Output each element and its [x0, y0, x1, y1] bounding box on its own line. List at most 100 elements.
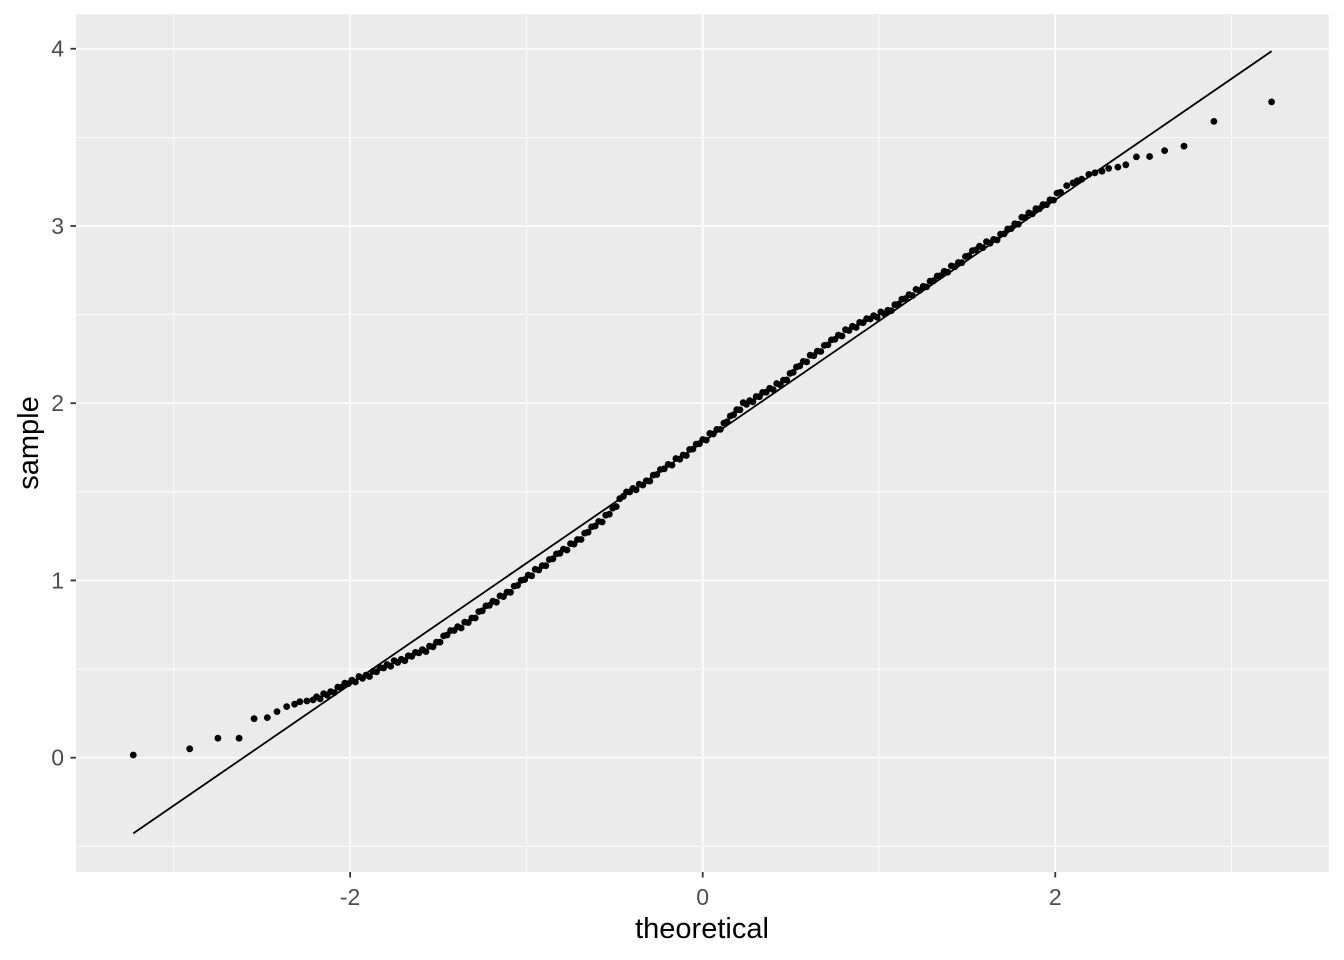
data-point [263, 714, 271, 721]
data-point [493, 598, 500, 606]
data-point [1000, 230, 1008, 238]
data-point [930, 277, 937, 285]
data-point [387, 662, 395, 670]
data-point [605, 510, 613, 518]
data-point [507, 588, 514, 596]
data-point [632, 486, 640, 494]
points-layer [129, 98, 1275, 759]
data-point [965, 252, 973, 260]
data-point [598, 518, 606, 526]
data-point [250, 715, 258, 723]
data-point [273, 708, 281, 715]
data-point [129, 751, 137, 759]
y-axis-title: sample [13, 396, 45, 490]
data-point [570, 540, 578, 548]
data-point [542, 562, 550, 570]
data-point [401, 657, 409, 665]
data-point [457, 624, 465, 632]
data-point [1057, 188, 1064, 196]
data-point [944, 268, 952, 276]
data-point [1050, 196, 1057, 204]
data-point [291, 700, 298, 708]
data-point [1007, 225, 1015, 233]
data-point [810, 352, 818, 360]
data-point [584, 528, 592, 536]
data-point [1078, 175, 1086, 183]
data-point [303, 697, 311, 705]
data-point [1029, 210, 1036, 218]
data-point [464, 619, 472, 626]
data-point [514, 582, 521, 589]
data-point [436, 638, 444, 646]
data-point [993, 236, 1001, 244]
data-point [887, 307, 895, 315]
data-point [528, 572, 536, 580]
data-point [769, 386, 777, 393]
data-point [783, 376, 791, 384]
data-point [283, 703, 291, 710]
data-point [838, 332, 846, 340]
data-point [689, 445, 697, 453]
data-point [979, 244, 987, 252]
data-point [824, 341, 832, 349]
y-tick-label: 1 [51, 567, 64, 593]
data-point [817, 348, 825, 355]
data-point [1014, 220, 1022, 228]
data-point [1161, 147, 1168, 155]
x-tick-label: 0 [696, 884, 709, 910]
data-point [709, 430, 717, 438]
data-point [478, 607, 486, 615]
data-point [186, 745, 194, 753]
data-point [1098, 167, 1106, 175]
data-point [653, 471, 661, 478]
data-point [730, 411, 737, 419]
data-point [852, 324, 860, 331]
data-point [723, 418, 731, 426]
data-point [789, 369, 797, 376]
data-point [366, 673, 373, 680]
data-point [471, 614, 479, 622]
axes-layer: -2 0 2 0 1 2 3 4 [51, 36, 1061, 910]
data-point [1085, 171, 1093, 178]
data-point [702, 436, 710, 444]
data-point [352, 678, 359, 686]
data-point [958, 259, 966, 267]
data-point [1021, 214, 1029, 222]
data-point [577, 536, 585, 543]
data-point [909, 292, 916, 299]
data-point [1091, 169, 1099, 177]
data-point [668, 461, 676, 469]
data-point [1180, 142, 1188, 150]
data-point [803, 358, 811, 366]
y-tick-label: 4 [51, 36, 64, 62]
x-tick-label: 2 [1049, 884, 1062, 910]
data-point [923, 283, 930, 291]
data-point [330, 689, 338, 696]
data-point [1114, 163, 1122, 171]
data-point [895, 300, 902, 308]
data-point [736, 406, 744, 414]
data-point [235, 734, 243, 742]
data-point [429, 643, 437, 651]
data-point [1133, 153, 1140, 161]
data-point [549, 555, 557, 563]
data-point [296, 698, 304, 706]
data-point [660, 465, 668, 473]
data-point [1268, 98, 1275, 106]
data-point [716, 426, 724, 433]
data-point [646, 477, 654, 485]
data-point [316, 695, 324, 703]
data-point [612, 503, 620, 510]
data-point [1210, 118, 1218, 125]
data-point [1043, 201, 1050, 209]
y-tick-label: 3 [51, 213, 64, 239]
data-point [422, 648, 430, 655]
data-point [873, 314, 881, 321]
x-tick-label: -2 [340, 884, 360, 910]
data-point [591, 522, 599, 530]
data-point [563, 546, 571, 554]
data-point [1146, 153, 1153, 160]
data-point [796, 362, 804, 370]
